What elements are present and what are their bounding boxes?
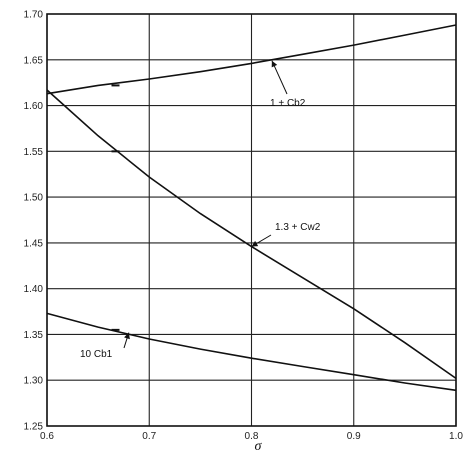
x-tick-label: 0.7: [142, 431, 156, 442]
annotation-label: 1.3 + Cw2: [275, 222, 321, 233]
y-tick-label: 1.70: [24, 10, 44, 21]
y-tick-label: 1.40: [24, 284, 44, 295]
x-tick-label: 1.0: [449, 431, 463, 442]
y-tick-label: 1.35: [24, 330, 44, 341]
y-tick-label: 1.50: [24, 193, 44, 204]
y-tick-label: 1.60: [24, 101, 44, 112]
x-tick-label: 0.8: [245, 431, 259, 442]
annotation-arrowhead: [271, 60, 278, 68]
y-tick-label: 1.45: [24, 238, 44, 249]
grid: [46, 13, 457, 427]
annotation-label: 1 + Cb2: [270, 98, 306, 109]
series-line-10-cb1: [46, 312, 457, 392]
annotation-arrow: [271, 60, 288, 95]
annotation-arrowhead: [124, 332, 130, 340]
annotation-layer: 1 + Cb2 1.3 + Cw2 10 Cb1: [80, 60, 321, 360]
annotation-arrowhead: [251, 240, 259, 247]
y-tick-label: 1.30: [24, 376, 44, 387]
y-tick-label: 1.55: [24, 147, 44, 158]
x-tick-label: 0.6: [40, 431, 54, 442]
series-line-1-cb2: [46, 24, 457, 95]
x-axis-label: σ: [255, 439, 263, 454]
axes: 0.6 0.7 0.8 0.9 1.0 1.25 1.30 1.35 1.40 1.45 1.50 1…: [24, 10, 464, 443]
x-tick-label: 0.9: [347, 431, 361, 442]
marker-layer: [111, 84, 120, 331]
annotation-label: 10 Cb1: [80, 349, 113, 360]
plot-frame: [46, 13, 457, 427]
y-tick-label: 1.25: [24, 422, 44, 433]
y-tick-label: 1.65: [24, 55, 44, 66]
